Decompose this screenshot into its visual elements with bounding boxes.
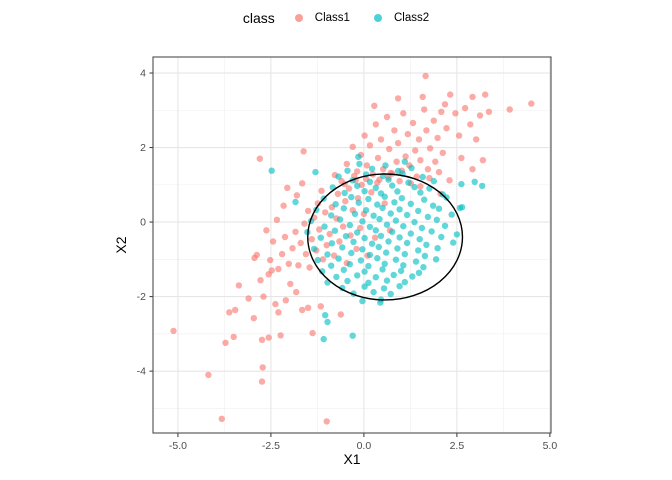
svg-text:2.5: 2.5 — [450, 440, 465, 452]
y-axis-title: X2 — [113, 236, 129, 253]
svg-text:-5.0: -5.0 — [169, 440, 187, 452]
data-points — [170, 72, 535, 425]
svg-text:2: 2 — [140, 142, 146, 154]
svg-text:-2: -2 — [137, 291, 146, 303]
svg-text:4: 4 — [140, 68, 146, 80]
panel-border — [152, 56, 552, 434]
axis-tick-labels: -5.0 -2.5 0.0 2.5 5.0 -4 -2 0 2 4 — [137, 68, 558, 452]
axis-ticks — [149, 72, 551, 437]
x-axis-title: X1 — [343, 451, 360, 467]
svg-text:-2.5: -2.5 — [262, 440, 280, 452]
svg-text:5.0: 5.0 — [543, 440, 558, 452]
svg-text:-4: -4 — [137, 366, 146, 378]
svg-text:0: 0 — [140, 217, 146, 229]
svg-text:0.0: 0.0 — [357, 440, 372, 452]
confidence-ellipse — [307, 173, 464, 301]
